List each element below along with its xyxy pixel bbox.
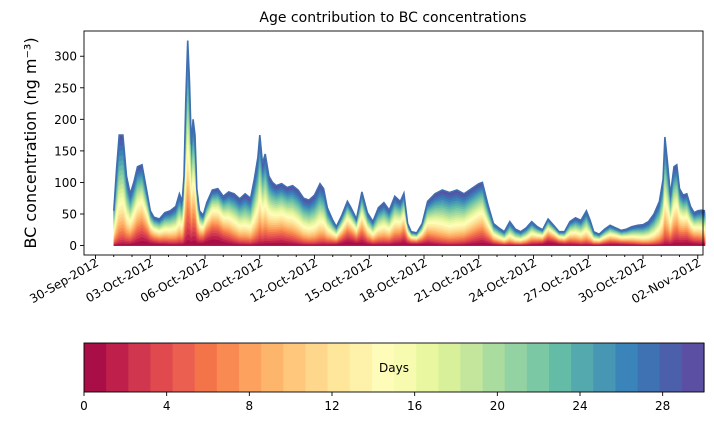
colorbar-segment [571,343,594,392]
colorbar-segment [593,343,617,392]
total-concentration-line [113,40,706,236]
colorbar-segment [438,343,462,392]
age-band-0-to-1-days [113,239,706,246]
y-axis-label: BC concentration (ng m⁻³) [21,37,40,248]
colorbar-segment [349,343,373,392]
colorbar-label: Days [379,361,409,375]
colorbar-segment [128,343,152,392]
colorbar-segment [106,343,129,392]
age-band-2-to-3-days [113,227,706,246]
colorbar-segment [549,343,572,392]
y-tick-label: 150 [54,144,77,158]
stacked-areas [113,40,706,246]
colorbar-segment [526,343,550,392]
y-tick-label: 250 [54,81,77,95]
x-axis: 30-Sep-201203-Oct-201206-Oct-201209-Oct-… [27,255,703,306]
colorbar-tick-label: 28 [655,399,670,413]
colorbar-segment [460,343,484,392]
colorbar-frame [83,342,705,393]
colorbar-segment [637,343,661,392]
colorbar-segment [239,343,262,392]
chart-title: Age contribution to BC concentrations [259,10,526,26]
colorbar-segment [150,343,174,392]
colorbar-segment [216,343,240,392]
total-line-group [113,40,706,236]
colorbar-segment [371,343,395,392]
colorbar-segment [681,343,705,392]
colorbar-tick-label: 4 [163,399,171,413]
y-tick-label: 0 [69,239,77,253]
colorbar-segment [194,343,218,392]
colorbar-tick-label: 24 [572,399,587,413]
y-axis: 0 50 100 150 200 250 300 [54,50,84,253]
colorbar-segment [659,343,683,392]
y-tick-label: 300 [54,50,77,64]
y-tick-label: 200 [54,113,77,127]
colorbar-segment [283,343,307,392]
colorbar-segment [305,343,329,392]
colorbar-segment [504,343,528,392]
colorbar-tick-label: 0 [80,399,88,413]
colorbar-tick-label: 12 [324,399,339,413]
y-tick-label: 50 [62,207,77,221]
age-band-1-to-2-days [113,233,706,246]
colorbar-segment [394,343,417,392]
colorbar-segment [327,343,351,392]
colorbar-segment [172,343,196,392]
colorbar-segment [84,343,107,392]
colorbar-tick-label: 20 [490,399,505,413]
colorbar-tick-label: 16 [407,399,422,413]
colorbar-axis: 0 4 8 12 16 20 24 28 [80,392,670,413]
colorbar-segment [416,343,439,392]
colorbar [84,343,705,392]
y-tick-label: 100 [54,176,77,190]
colorbar-segment [482,343,506,392]
colorbar-tick-label: 8 [246,399,254,413]
plot-frame [83,30,704,256]
colorbar-segment [615,343,639,392]
colorbar-segment [261,343,284,392]
